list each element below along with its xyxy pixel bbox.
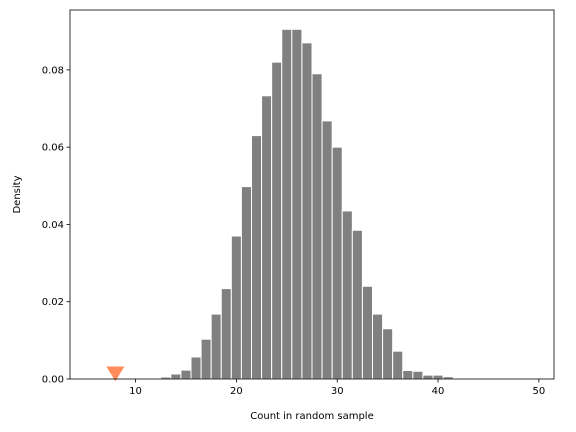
histogram-bar-30: [331, 146, 343, 380]
histogram-bar-27: [301, 42, 313, 380]
histogram-bar-16: [190, 356, 202, 380]
histogram-bar-24: [271, 61, 283, 380]
histogram-bar-35: [382, 328, 394, 380]
histogram-bar-17: [200, 338, 212, 380]
histogram-bar-19: [220, 288, 232, 380]
y-tick-label: 0.04: [42, 220, 64, 231]
histogram-bar-39: [422, 374, 434, 380]
histogram-bar-37: [402, 369, 414, 380]
histogram-bar-25: [281, 28, 293, 380]
histogram-bar-22: [251, 135, 263, 380]
observed-value-marker-layer: [106, 366, 125, 382]
histogram-bars: [160, 28, 454, 380]
y-axis-ticks: 0.00 0.02 0.04 0.06 0.08: [42, 65, 70, 386]
x-axis-label: Count in random sample: [250, 411, 374, 422]
y-tick-label: 0.08: [42, 65, 64, 76]
x-tick-label: 30: [331, 386, 344, 397]
observed-value-marker: [106, 366, 125, 382]
histogram-bar-38: [412, 370, 424, 380]
histogram-bar-20: [230, 235, 242, 380]
y-tick-label: 0.06: [42, 143, 64, 154]
histogram-bar-26: [291, 28, 303, 380]
y-tick-label: 0.02: [42, 297, 64, 308]
x-tick-label: 40: [432, 386, 445, 397]
histogram-bar-18: [210, 313, 222, 380]
histogram-bar-40: [432, 374, 444, 380]
histogram-bar-14: [170, 373, 182, 380]
x-tick-label: 10: [129, 386, 142, 397]
histogram-bar-21: [240, 186, 253, 380]
x-tick-label: 50: [533, 386, 546, 397]
histogram-bar-15: [180, 369, 192, 380]
x-tick-label: 20: [230, 386, 243, 397]
histogram-bar-31: [341, 210, 353, 380]
histogram-bar-32: [351, 229, 363, 380]
histogram-bar-28: [311, 73, 323, 380]
x-axis-ticks: 10 20 30 40 50: [129, 379, 545, 397]
histogram-bar-29: [321, 120, 333, 380]
histogram-bar-33: [361, 285, 373, 380]
plot-frame: [69, 9, 555, 380]
histogram-bar-34: [372, 313, 384, 380]
histogram-bar-36: [392, 350, 404, 380]
y-tick-label: 0.00: [42, 375, 64, 386]
y-axis-label: Density: [12, 175, 23, 213]
histogram-bar-23: [261, 95, 273, 380]
